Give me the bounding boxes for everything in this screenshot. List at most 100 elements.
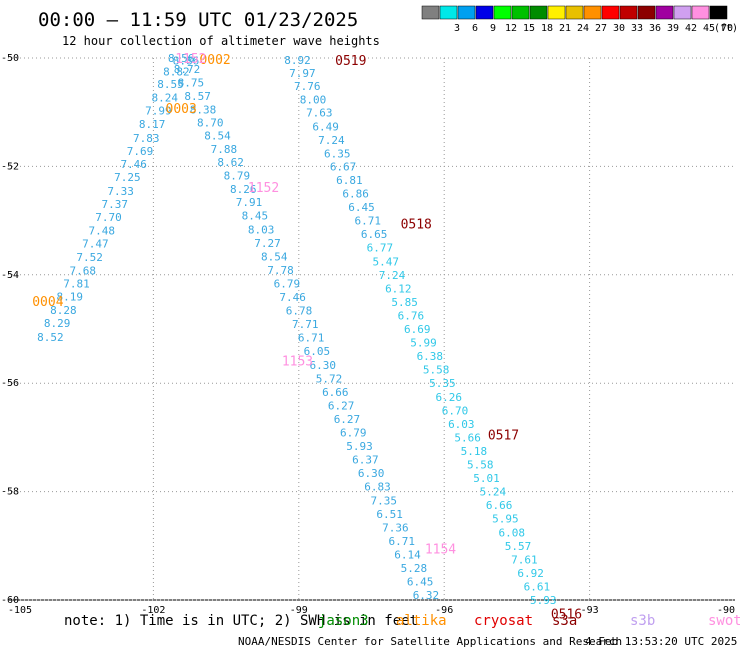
wave-height-value: 8.52 [37, 331, 64, 344]
satellite-name: cryosat [474, 613, 533, 629]
page-subtitle: 12 hour collection of altimeter wave hei… [62, 34, 380, 48]
wave-height-value: 6.83 [364, 481, 391, 494]
wave-height-value: 5.35 [429, 377, 456, 390]
x-tick-label: -90 [717, 605, 735, 616]
wave-height-value: 5.28 [401, 562, 428, 575]
y-tick-label: -54 [1, 270, 19, 281]
pass-time-label: 1152 [175, 52, 206, 67]
wave-height-value: 6.30 [358, 467, 385, 480]
wave-height-value: 7.25 [114, 171, 141, 184]
wave-height-value: 6.14 [394, 548, 421, 561]
legend-swatch [601, 5, 620, 20]
wave-height-value: 6.66 [322, 386, 349, 399]
wave-height-value: 6.45 [407, 576, 434, 589]
satellite-name: altika [396, 613, 447, 629]
wave-height-value: 7.71 [292, 318, 319, 331]
wave-height-value: 7.37 [102, 198, 129, 211]
pass-time-label: 0004 [32, 295, 63, 310]
legend-swatch [619, 5, 638, 20]
wave-height-value: 6.66 [486, 499, 513, 512]
wave-height-value: 8.70 [197, 116, 224, 129]
satellite-name: swot [708, 613, 740, 629]
legend-label: 3 [454, 23, 460, 34]
legend-swatch [691, 5, 710, 20]
wave-height-value: 5.18 [461, 445, 488, 458]
legend-label: 42 [685, 23, 697, 34]
wave-height-value: 6.12 [385, 282, 412, 295]
page-title: 00:00 – 11:59 UTC 01/23/2025 [38, 9, 358, 31]
wave-height-value: 6.26 [435, 391, 462, 404]
wave-height-value: 7.97 [289, 67, 316, 80]
wave-height-value: 7.61 [511, 553, 537, 566]
wave-height-value: 8.86 [173, 55, 200, 68]
wave-height-value: 7.88 [211, 143, 238, 156]
wave-height-value: 8.00 [300, 94, 327, 107]
footer-generated: 4 Feb 13:53:20 UTC 2025 [585, 635, 737, 648]
wave-height-value: 8.38 [190, 103, 217, 116]
wave-height-value: 8.03 [248, 223, 275, 236]
wave-height-value: 8.57 [184, 90, 211, 103]
wave-height-value: 7.46 [120, 158, 146, 171]
wave-height-value: 7.78 [267, 264, 294, 277]
x-tick-label: -99 [290, 605, 308, 616]
wave-height-value: 5.72 [316, 372, 343, 385]
legend-swatch [547, 5, 566, 20]
y-tick-label: -52 [1, 161, 19, 172]
pass-labels: 0002115200030004051911520518115305171154… [32, 52, 582, 623]
wave-height-value: 6.79 [274, 277, 301, 290]
pass-time-label: 1152 [248, 181, 279, 196]
footer-note: note: 1) Time is in UTC; 2) SWH is in fe… [64, 613, 418, 629]
wave-height-value: 7.35 [371, 494, 398, 507]
legend-swatch [673, 5, 692, 20]
legend-swatch [439, 5, 458, 20]
grid-lines [8, 57, 735, 601]
legend-swatch [493, 5, 512, 20]
wave-height-value: 6.27 [334, 413, 361, 426]
wave-height-value: 5.57 [505, 540, 532, 553]
wave-height-value: 8.26 [230, 183, 257, 196]
wave-height-value: 6.79 [340, 427, 367, 440]
axis-ticks: -105 -102 -99 -96 -93 -90 -50 -52 -54 -56 -58 -60 [1, 53, 735, 616]
wave-height-value: 6.37 [352, 454, 379, 467]
wave-height-value: 8.72 [174, 63, 201, 76]
wave-height-value: 7.27 [254, 237, 281, 250]
wave-height-value: 8.54 [261, 250, 288, 263]
wave-height-value: 7.33 [107, 185, 133, 198]
legend-label: 6 [472, 23, 478, 34]
pass-time-label: 0516 [551, 608, 582, 623]
satellite-name: s3b [630, 613, 655, 629]
wave-height-value: 7.47 [82, 237, 109, 250]
satellite-legend: jason3 altika cryosat s3a s3b swot [318, 613, 740, 629]
wave-height-value: 7.81 [63, 277, 90, 290]
wave-height-value: 7.63 [306, 107, 333, 120]
wave-height-value: 6.27 [328, 399, 355, 412]
wave-height-value: 7.52 [76, 251, 103, 264]
wave-height-value: 8.54 [204, 130, 231, 143]
pass-time-label: 1153 [282, 354, 313, 369]
wave-height-value: 6.67 [330, 160, 357, 173]
legend-label: 33 [631, 23, 643, 34]
wave-height-value: 6.30 [309, 359, 336, 372]
wave-height-value: 6.45 [348, 201, 375, 214]
legend-swatch [565, 5, 584, 20]
x-tick-label: -96 [435, 605, 453, 616]
wave-height-value: 7.83 [133, 132, 160, 145]
y-tick-label: -58 [1, 487, 19, 498]
legend-swatch [457, 5, 476, 20]
wave-height-value: 5.24 [480, 486, 507, 499]
wave-height-value: 7.99 [145, 105, 172, 118]
legend-swatch [637, 5, 656, 20]
wave-height-value: 6.61 [524, 580, 551, 593]
wave-height-value: 5.66 [454, 431, 481, 444]
wave-height-value: 6.78 [286, 305, 313, 318]
x-tick-label: -93 [581, 605, 599, 616]
legend-swatch [529, 5, 548, 20]
wave-height-value: 6.03 [448, 418, 475, 431]
wave-height-value: 5.85 [391, 296, 418, 309]
data-points: 8.528.298.288.197.817.687.527.477.487.70… [37, 52, 556, 607]
wave-height-value: 7.24 [379, 269, 406, 282]
legend-label: 12 [505, 23, 517, 34]
wave-height-value: 6.65 [361, 228, 388, 241]
wave-height-value: 8.19 [56, 290, 83, 303]
